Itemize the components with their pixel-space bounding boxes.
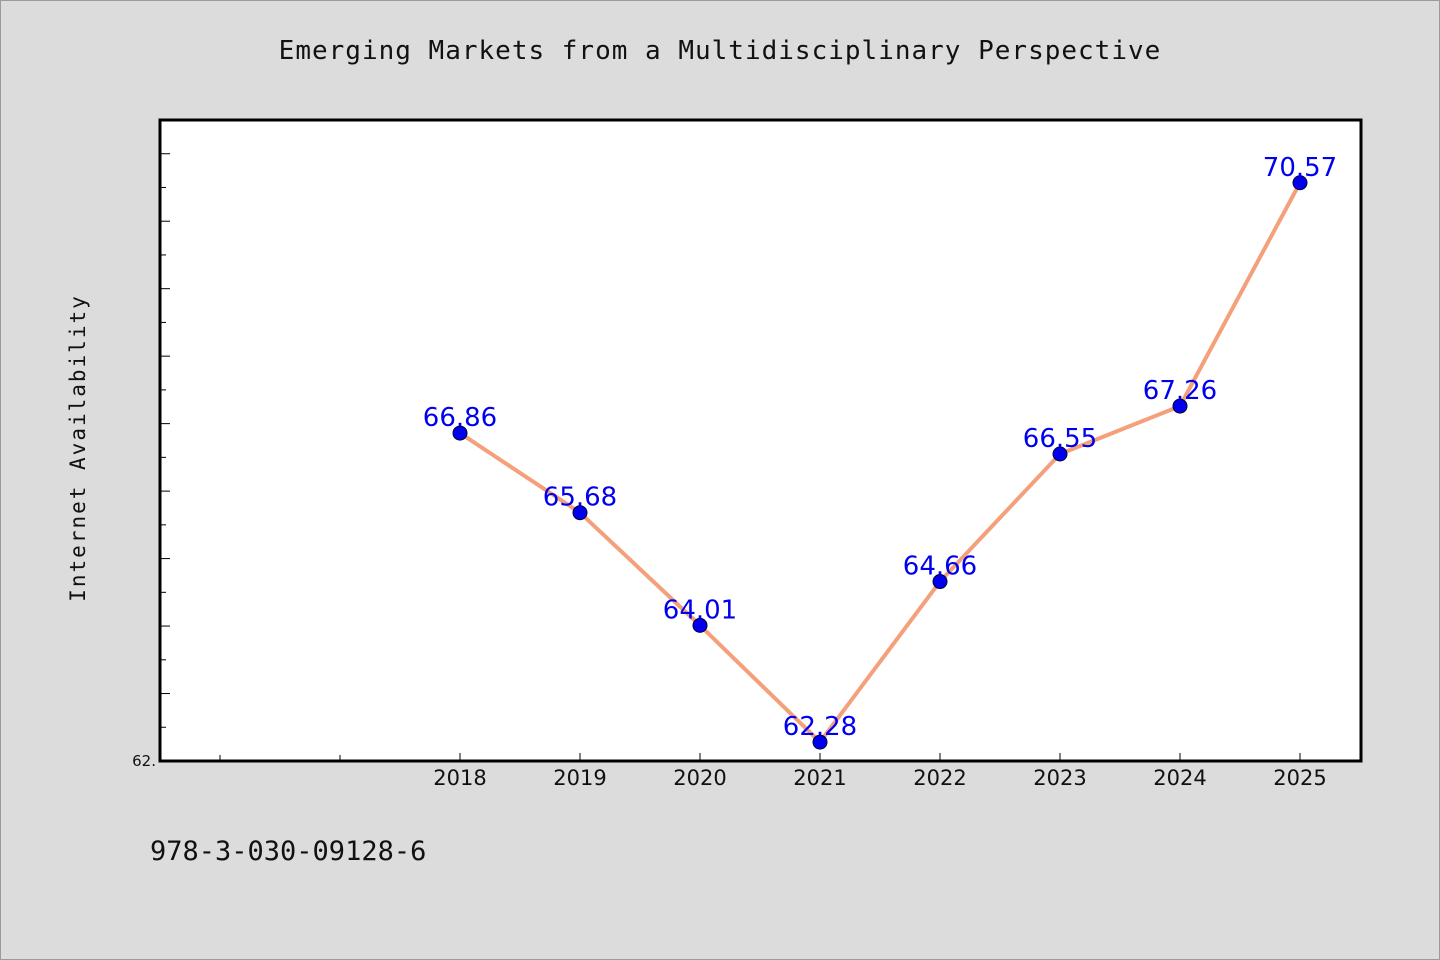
data-label: 66.86 [423,403,497,433]
x-tick-label: 2025 [1273,766,1326,790]
data-point [812,734,828,750]
data-label: 66.55 [1023,424,1097,454]
y-axis-ticks: 62. [132,119,170,770]
data-label: 62.28 [783,712,857,742]
data-point [1052,446,1068,462]
data-labels: 66.86 65.68 64.01 62.28 64.66 66.55 67.26 70.57 [423,153,1337,742]
data-point [572,505,588,521]
data-point [452,425,468,441]
data-point [932,574,948,590]
x-tick-label: 2021 [793,766,846,790]
plot-area [158,118,1363,763]
y-tick-label: 62. [132,752,156,770]
x-tick-label: 2018 [433,766,486,790]
x-tick-label: 2022 [913,766,966,790]
x-axis-ticks: 2018 2019 2020 2021 2022 2023 2024 2025 [219,753,1327,790]
chart-title: Emerging Markets from a Multidisciplinar… [278,36,1162,66]
x-tick-label: 2019 [553,766,606,790]
data-label: 67.26 [1143,376,1217,406]
data-label: 64.66 [903,552,977,582]
data-label: 65.68 [543,483,617,513]
x-tick-label: 2023 [1033,766,1086,790]
x-tick-label: 2024 [1153,766,1206,790]
series-line [458,181,1302,745]
data-point [1172,398,1188,414]
data-point [692,617,708,633]
x-tick-label: 2020 [673,766,726,790]
isbn-text: 978-3-030-09128-6 [150,836,427,867]
data-label: 64.01 [663,595,737,625]
data-point [1292,175,1308,191]
data-label: 70.57 [1263,153,1337,183]
series-group [452,175,1308,750]
